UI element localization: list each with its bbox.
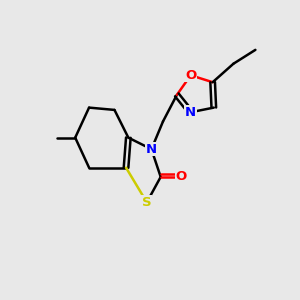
Text: S: S xyxy=(142,196,152,209)
Text: N: N xyxy=(185,106,196,119)
Text: N: N xyxy=(146,143,157,156)
Text: O: O xyxy=(176,170,187,183)
Text: O: O xyxy=(185,69,196,82)
